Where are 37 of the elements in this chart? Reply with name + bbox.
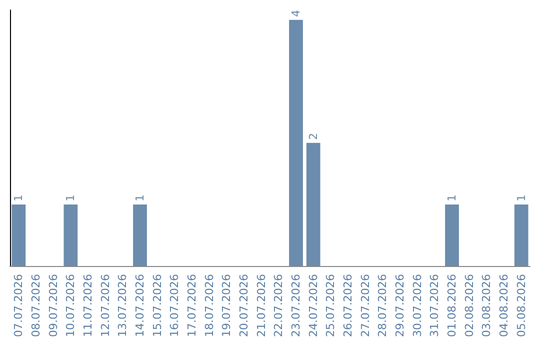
x-tick-label: 31.07.2026 xyxy=(428,274,442,338)
x-tick-label: 02.08.2026 xyxy=(462,274,476,338)
x-tick-label: 19.07.2026 xyxy=(220,274,234,338)
data-label: 4 xyxy=(290,10,302,17)
x-tick-label: 13.07.2026 xyxy=(116,274,130,338)
x-tick-label: 22.07.2026 xyxy=(272,274,286,338)
x-tick-label: 29.07.2026 xyxy=(394,274,406,338)
data-label: 1 xyxy=(134,194,146,202)
data-label: 2 xyxy=(306,132,320,140)
data-label: 1 xyxy=(514,194,528,202)
x-tick-label: 18.07.2026 xyxy=(202,274,216,338)
x-tick-label: 16.07.2026 xyxy=(168,274,182,338)
x-tick-label: 08.07.2026 xyxy=(30,274,42,338)
x-tick-label: 07.07.2026 xyxy=(12,274,26,338)
x-tick-label: 27.07.2026 xyxy=(358,274,372,338)
x-tick-label: 24.07.2026 xyxy=(306,274,320,338)
x-tick-label: 30.07.2026 xyxy=(410,274,424,338)
x-tick-label: 10.07.2026 xyxy=(64,274,78,338)
x-tick-label: 25.07.2026 xyxy=(324,274,338,338)
data-label: 1 xyxy=(12,194,26,202)
x-tick-label: 01.08.2026 xyxy=(446,274,458,338)
x-tick-label: 17.07.2026 xyxy=(186,274,198,338)
x-tick-label: 05.08.2026 xyxy=(514,274,528,338)
x-tick-label: 23.07.2026 xyxy=(290,274,302,338)
x-tick-label: 09.07.2026 xyxy=(46,274,60,338)
data-label: 1 xyxy=(64,194,78,202)
x-tick-label: 21.07.2026 xyxy=(254,274,268,338)
x-tick-label: 12.07.2026 xyxy=(98,274,112,338)
x-tick-label: 03.08.2026 xyxy=(480,274,494,338)
x-tick-label: 26.07.2026 xyxy=(342,274,354,338)
x-tick-label: 14.07.2026 xyxy=(134,274,146,338)
x-tick-label: 11.07.2026 xyxy=(82,274,94,338)
x-tick-label: 28.07.2026 xyxy=(376,274,390,338)
x-tick-label: 20.07.2026 xyxy=(238,274,250,338)
x-tick-label: 04.08.2026 xyxy=(498,274,510,338)
x-tick-label: 15.07.2026 xyxy=(150,274,164,338)
data-label: 1 xyxy=(446,194,458,202)
